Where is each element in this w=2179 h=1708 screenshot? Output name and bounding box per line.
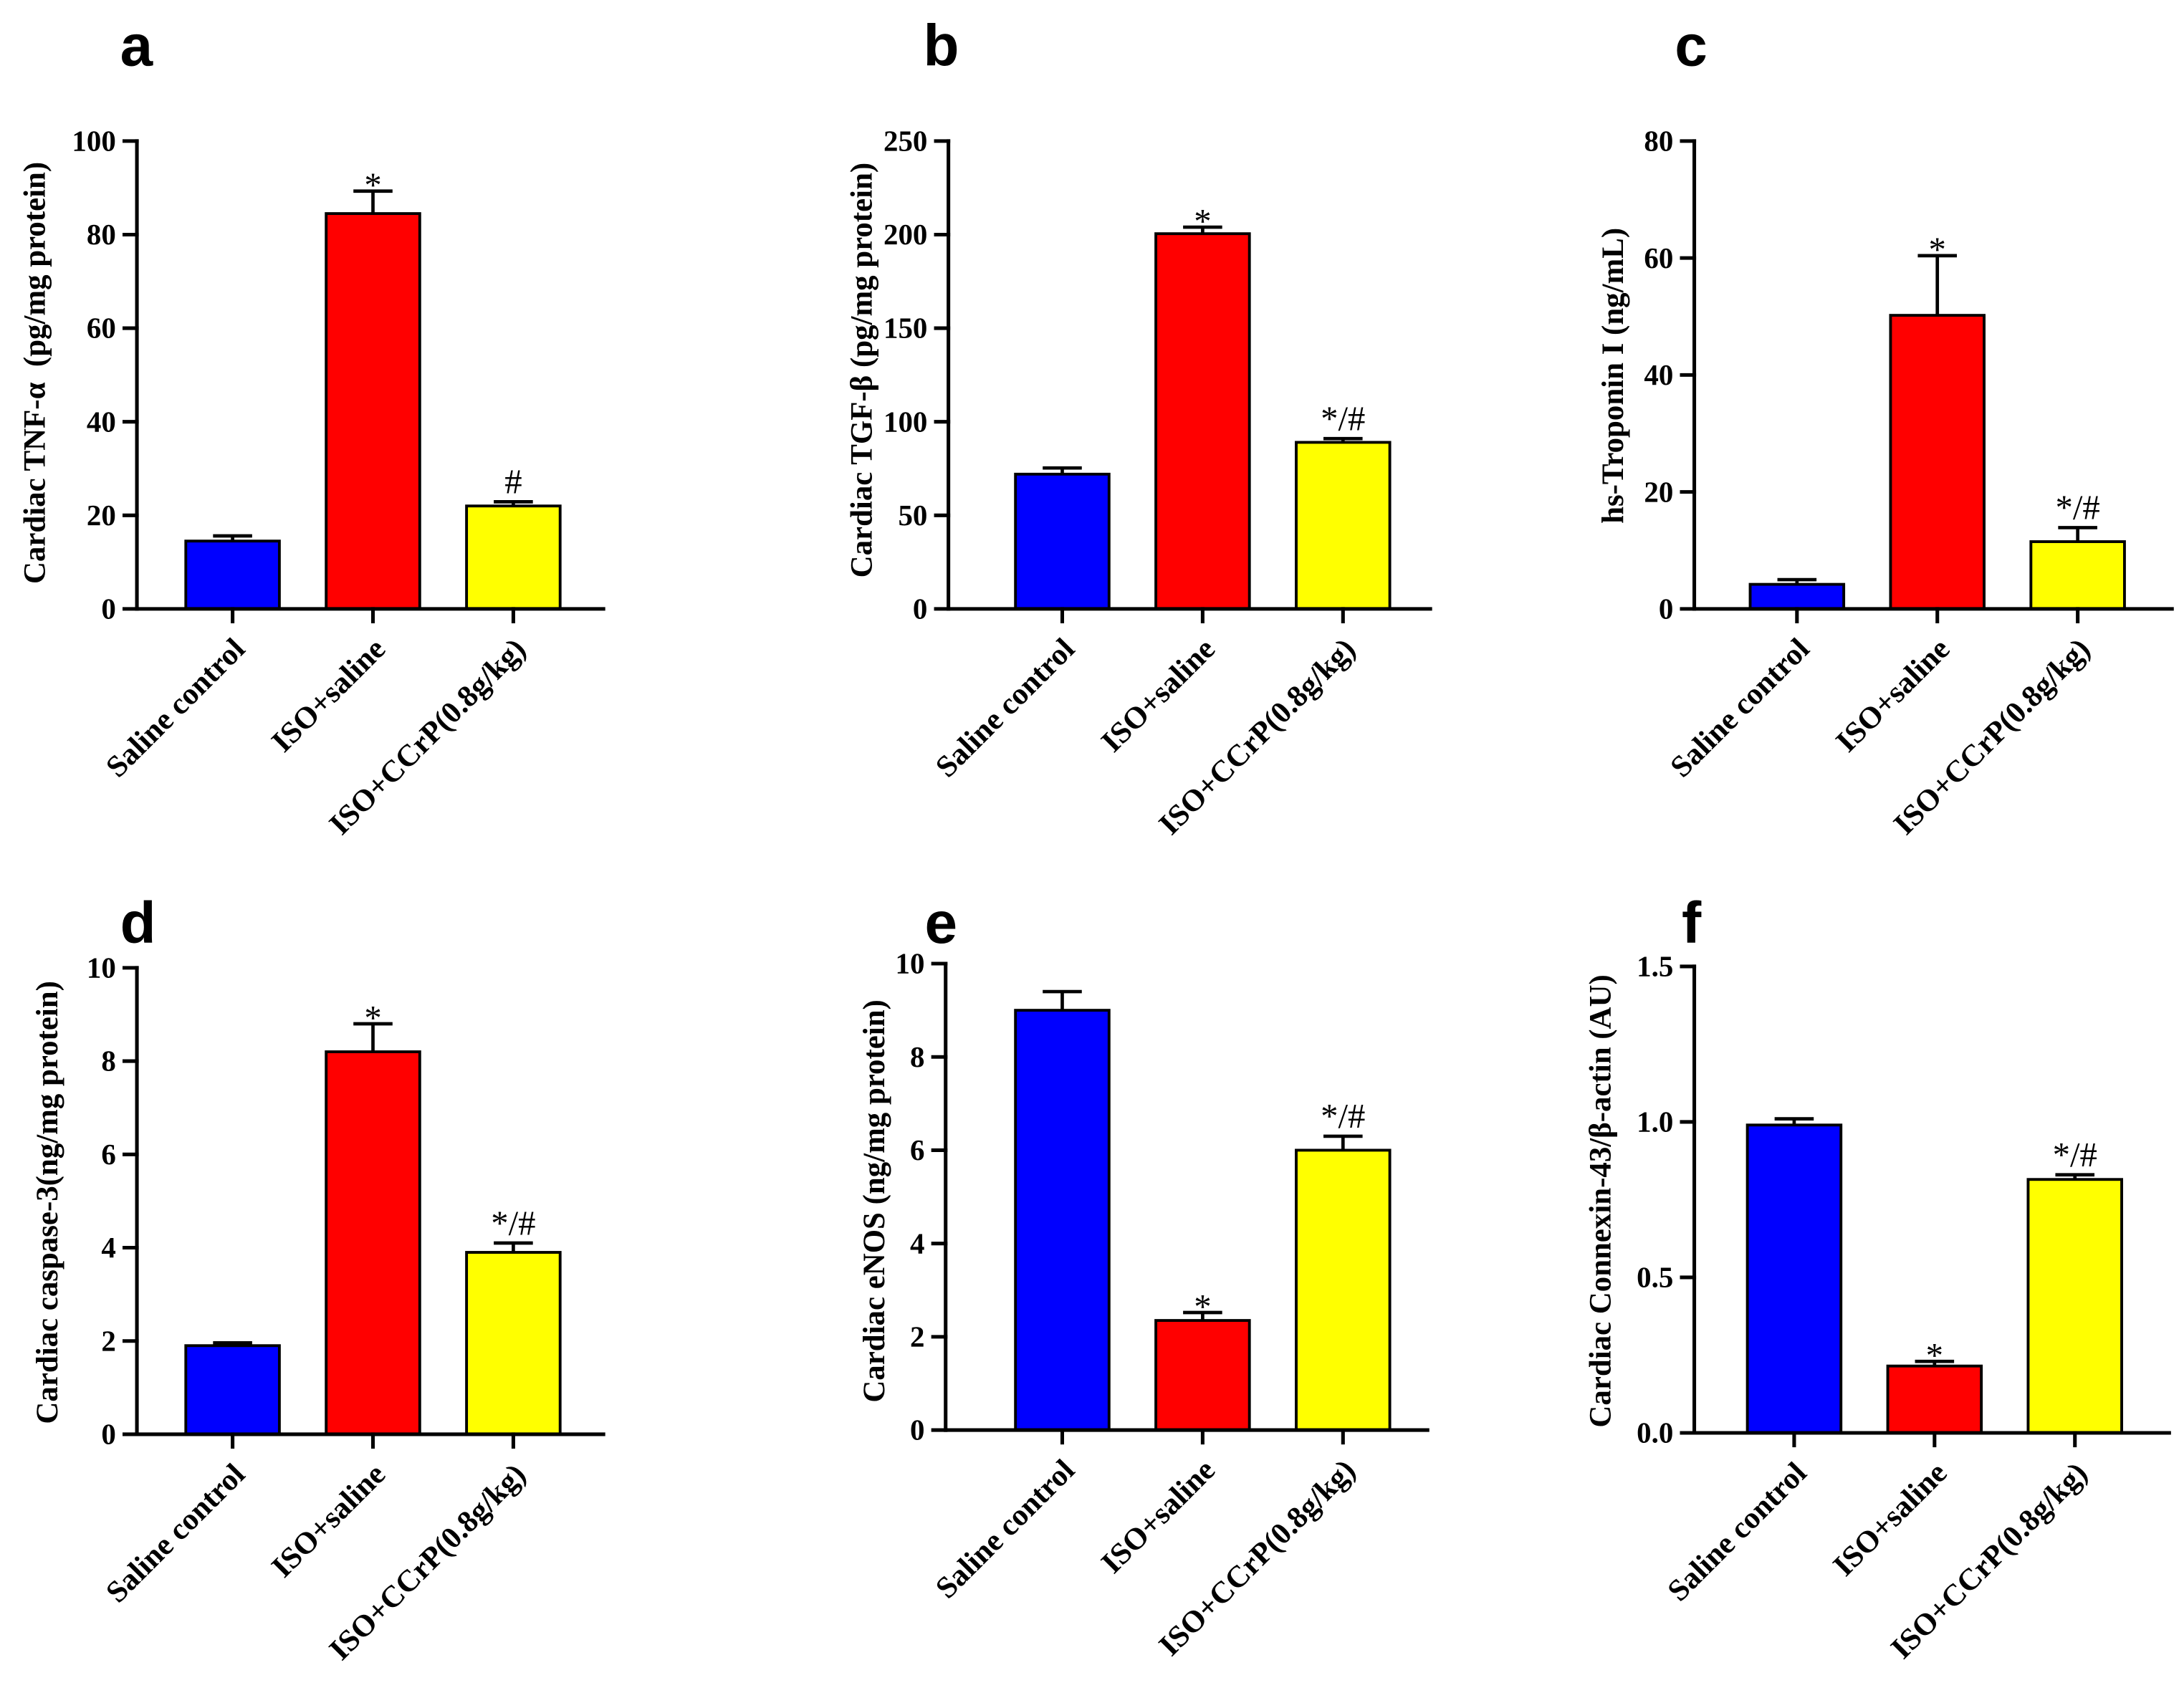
panel-b-bar-iso-ccrp xyxy=(1295,441,1392,610)
panel-e-significance-marker-iso-ccrp: */# xyxy=(1321,1097,1365,1136)
panel-f-significance-marker-iso-saline: * xyxy=(1926,1336,1943,1375)
panel-a-y-tick-label-3: 60 xyxy=(87,312,116,345)
panel-d-bar-saline-control xyxy=(184,1344,281,1436)
panel-c-y-tick-label-1: 20 xyxy=(1644,476,1673,508)
panel-e-letter: e xyxy=(924,891,957,956)
panel-b-bar-iso-saline xyxy=(1154,232,1251,610)
panel-e-y-tick-label-4: 8 xyxy=(910,1041,924,1073)
panel-b-letter: b xyxy=(924,14,959,79)
panel-e-y-tick-label-3: 6 xyxy=(910,1134,924,1166)
panel-c-y-tick-label-2: 40 xyxy=(1644,359,1673,391)
panel-e-significance-marker-iso-saline: * xyxy=(1194,1287,1211,1326)
panel-b-significance-marker-iso-saline: * xyxy=(1194,202,1211,241)
panel-c-letter: c xyxy=(1675,14,1708,79)
panel-a-bar-iso-saline xyxy=(325,212,421,610)
panel-d-y-tick-label-4: 8 xyxy=(101,1045,115,1078)
panel-d-bar-iso-saline xyxy=(325,1050,421,1436)
panel-f-y-tick-label-2: 1.0 xyxy=(1637,1106,1673,1138)
panel-a-significance-marker-iso-saline: * xyxy=(364,166,381,205)
panel-a-y-tick-label-5: 100 xyxy=(72,125,115,158)
panel-d-y-tick-label-5: 10 xyxy=(87,952,116,984)
panel-d-significance-marker-iso-ccrp: */# xyxy=(491,1204,535,1242)
panel-f-y-tick-label-3: 1.5 xyxy=(1637,951,1673,983)
panel-e-bar-iso-ccrp xyxy=(1295,1148,1392,1432)
panel-f-y-tick-label-0: 0.0 xyxy=(1637,1417,1673,1449)
panel-d-bar-iso-ccrp xyxy=(465,1251,562,1436)
panel-c-bar-saline-control xyxy=(1748,582,1846,610)
panel-f-y-axis-label: Cardiac Connexin-43/β-actin (AU) xyxy=(1584,974,1618,1427)
panel-f-bar-iso-ccrp xyxy=(2026,1178,2123,1434)
panel-b-y-tick-label-3: 150 xyxy=(883,312,927,345)
panel-a-y-tick-label-0: 0 xyxy=(101,593,115,625)
panel-b-bar-saline-control xyxy=(1014,472,1111,610)
panel-f-significance-marker-iso-ccrp: */# xyxy=(2053,1136,2097,1174)
panel-a-y-tick-label-2: 40 xyxy=(87,406,116,438)
panel-a-significance-marker-iso-ccrp: # xyxy=(504,463,522,502)
panel-a-y-tick-label-4: 80 xyxy=(87,219,116,251)
panel-d-y-tick-label-0: 0 xyxy=(101,1419,115,1451)
panel-b-y-tick-label-0: 0 xyxy=(913,593,927,625)
panel-e-bar-saline-control xyxy=(1014,1009,1111,1432)
panel-a-bar-saline-control xyxy=(184,539,281,610)
panel-d-y-axis-label: Cardiac caspase-3(ng/mg protein) xyxy=(31,981,64,1424)
panel-b-y-tick-label-4: 200 xyxy=(883,219,927,251)
panel-f-bar-saline-control xyxy=(1745,1123,1843,1434)
panel-b-y-axis-label: Cardiac TGF-β (pg/mg protein) xyxy=(845,163,878,578)
panel-b-y-tick-label-2: 100 xyxy=(883,406,927,438)
panel-c-bar-iso-ccrp xyxy=(2029,540,2126,610)
panel-c-y-tick-label-3: 60 xyxy=(1644,242,1673,274)
panel-d-y-tick-label-1: 2 xyxy=(101,1325,115,1357)
panel-f-bar-iso-saline xyxy=(1886,1364,1983,1434)
panel-c-significance-marker-iso-saline: * xyxy=(1929,231,1946,269)
panel-d-letter: d xyxy=(120,891,156,956)
panel-f-y-tick-label-1: 0.5 xyxy=(1637,1262,1673,1294)
panel-a-letter: a xyxy=(120,14,154,79)
panel-d-y-tick-label-3: 6 xyxy=(101,1138,115,1171)
panel-e-y-tick-label-2: 4 xyxy=(910,1227,924,1260)
panel-e-bar-iso-saline xyxy=(1154,1319,1251,1432)
panel-e-y-tick-label-1: 2 xyxy=(910,1321,924,1353)
panel-e-y-tick-label-0: 0 xyxy=(910,1414,924,1446)
panel-c-y-axis-label: hs-Troponin I (ng/mL) xyxy=(1596,228,1630,524)
panel-d-significance-marker-iso-saline: * xyxy=(364,999,381,1037)
panel-c-bar-iso-saline xyxy=(1889,314,1986,610)
panel-e-y-axis-label: Cardiac eNOS (ng/mg protein) xyxy=(858,999,891,1403)
panel-c-y-tick-label-0: 0 xyxy=(1659,593,1673,625)
panel-d-y-tick-label-2: 4 xyxy=(101,1232,115,1264)
panel-b-y-tick-label-5: 250 xyxy=(883,125,927,158)
panel-f-letter: f xyxy=(1682,891,1702,956)
panel-a-y-tick-label-1: 20 xyxy=(87,499,116,532)
panel-a-bar-iso-ccrp xyxy=(465,504,562,610)
panel-e-y-tick-label-5: 10 xyxy=(896,948,925,980)
panel-b-y-tick-label-1: 50 xyxy=(898,499,927,532)
panel-c-significance-marker-iso-ccrp: */# xyxy=(2056,489,2100,527)
panel-b-significance-marker-iso-ccrp: */# xyxy=(1321,400,1365,438)
panel-a-y-axis-label: Cardiac TNF-α (pg/mg protein) xyxy=(18,162,52,584)
panel-c-y-tick-label-4: 80 xyxy=(1644,125,1673,158)
